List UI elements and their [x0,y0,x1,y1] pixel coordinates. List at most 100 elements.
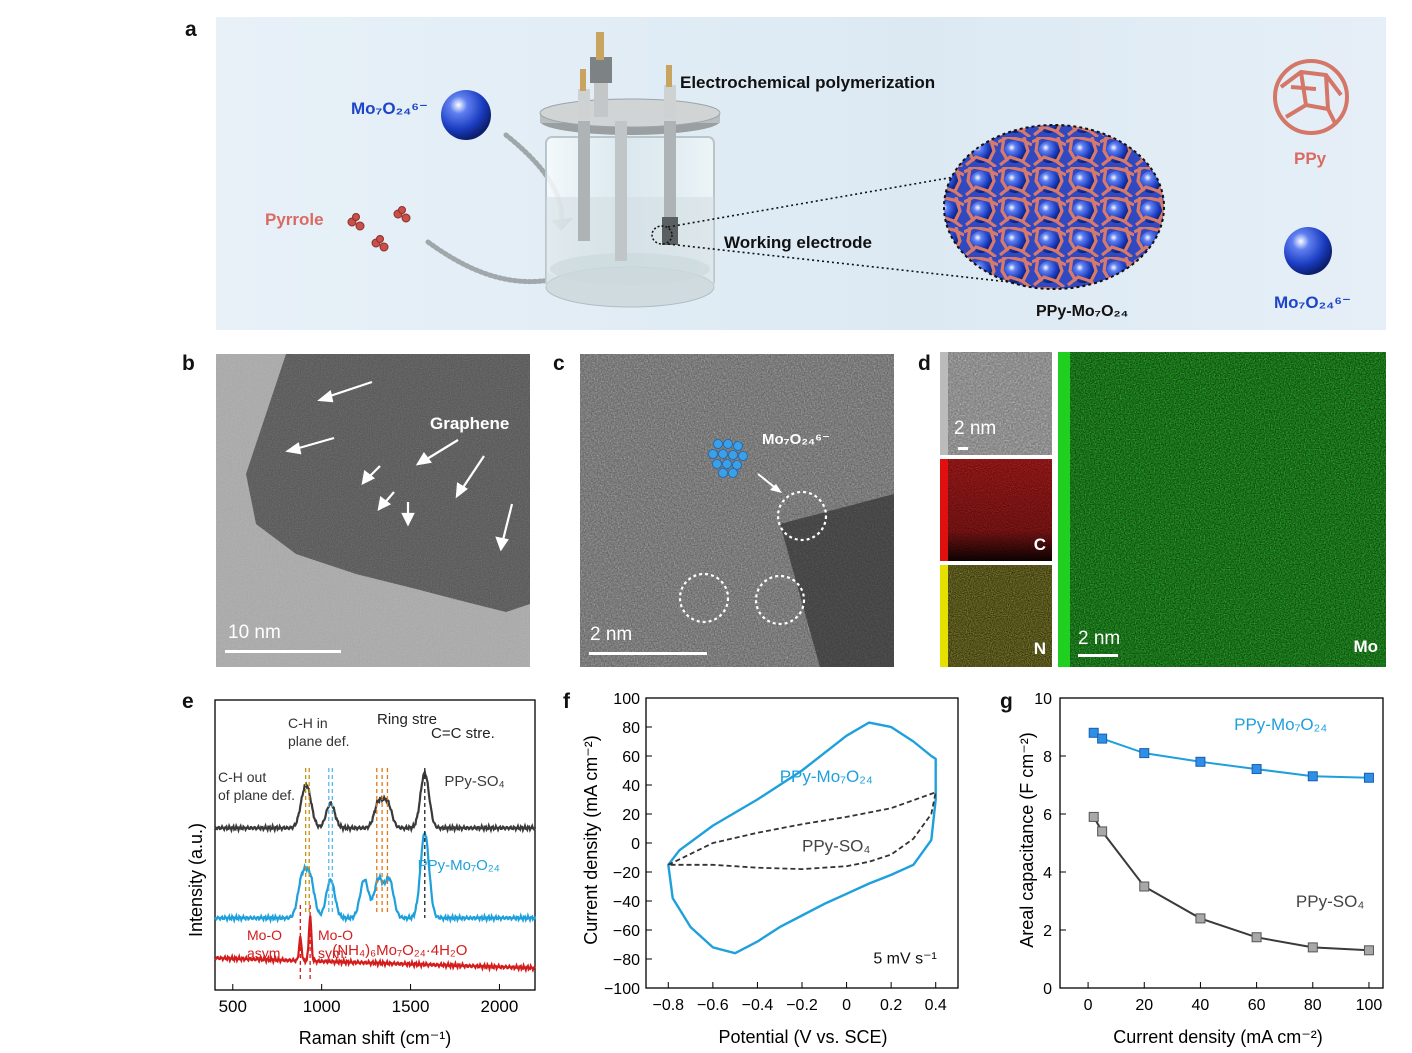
ppy-cage-icon [1273,59,1349,135]
raman-annotation: of plane def. [218,787,295,803]
cv-y-tick-label: −100 [604,981,640,998]
capacitance-y-tick-label: 6 [1043,807,1052,824]
capacitance-data-point [1307,771,1318,782]
raman-annotation: asym. [247,945,284,961]
cv-y-axis-label: Current density (mA cm⁻²) [581,735,601,945]
panel-label-f: f [563,690,570,713]
process-label: Electrochemical polymerization [680,73,936,92]
composite-label: PPy-Mo₇O₂₄ [1036,303,1129,320]
cv-y-tick-label: 100 [613,691,640,708]
cv-scan-rate-annotation: 5 mV s⁻¹ [873,950,937,967]
cv-x-tick-label: 0.4 [925,997,947,1014]
panel-label-b: b [182,352,195,375]
nitrogen-label: N [1033,639,1046,658]
cv-x-tick-label: −0.4 [742,997,774,1014]
cv-x-tick-label: −0.8 [652,997,684,1014]
capacitance-series-label: PPy-SO₄ [1296,892,1364,911]
capacitance-data-point [1195,756,1206,767]
capacitance-series-label: PPy-Mo₇O₂₄ [1234,715,1327,734]
capacitance-data-point [1088,727,1099,738]
capacitance-data-point [1097,826,1108,837]
capacitance-y-tick-label: 0 [1043,981,1052,998]
mo-legend-label: Mo₇O₂₄⁶⁻ [1274,293,1352,312]
raman-series-label: (NH₄)₆Mo₇O₂₄·4H₂O [332,942,467,959]
scale-bar-d-mo [1078,654,1118,657]
zoom-line [667,176,955,228]
capacitance-x-tick-label: 20 [1135,997,1153,1014]
raman-x-tick-label: 1000 [303,997,341,1016]
panel-label-c: c [553,352,565,375]
pyrrole-molecules-icon [347,206,411,252]
raman-annotation: C-H in [288,715,328,731]
raman-annotation: sym. [318,945,348,961]
cv-y-tick-label: −40 [613,894,640,911]
cv-y-tick-label: −80 [613,952,640,969]
cv-y-tick-label: 0 [631,836,640,853]
scale-bar-label-d-mo: 2 nm [1078,628,1121,649]
carbon-label: C [1033,535,1046,554]
capacitance-y-tick-label: 10 [1034,691,1052,708]
mo-legend-sphere-icon [1284,227,1332,275]
cluster-circle [678,572,730,624]
raman-annotation: Ring stre [377,711,437,728]
capacitance-x-tick-label: 60 [1248,997,1266,1014]
scale-bar-d-haadf [958,447,968,450]
ppy-mo-composite-icon [943,124,1165,290]
pointer-arrow-head [770,484,782,493]
cluster-circle [754,574,806,626]
scale-bar-label-b: 10 nm [228,622,281,643]
capacitance-data-point [1097,733,1108,744]
cv-y-tick-label: −20 [613,865,640,882]
carbon-eds-map: C [940,459,1052,561]
ppy-legend-label: PPy [1294,149,1327,168]
raman-series-label: PPy-Mo₇O₂₄ [418,857,500,874]
tem-image-graphene: Graphene 10 nm [216,354,530,667]
raman-annotation: C-H out [218,769,266,785]
haadf-small-map: 2 nm [940,352,1052,455]
capacitance-y-tick-label: 4 [1043,865,1052,882]
capacitance-series-line [1092,816,1370,952]
molybdenum-label: Mo [1353,637,1378,656]
mo-anion-label: Mo₇O₂₄⁶⁻ [351,99,429,118]
molybdenum-eds-map: 2 nm Mo [1058,352,1386,667]
capacitance-data-point [1363,945,1374,956]
raman-y-axis-label: Intensity (a.u.) [186,823,206,937]
cv-y-tick-label: 20 [622,807,640,824]
scale-bar-label-d-haadf: 2 nm [954,418,997,439]
capacitance-data-point [1307,942,1318,953]
cluster-circle [776,490,828,542]
raman-series-line [214,769,537,834]
working-electrode-label: Working electrode [724,233,872,252]
cv-y-tick-label: −60 [613,923,640,940]
raman-series-label: PPy-SO₄ [444,773,504,790]
cv-x-tick-label: −0.2 [786,997,818,1014]
cv-y-tick-label: 80 [622,720,640,737]
capacitance-x-tick-label: 80 [1304,997,1322,1014]
zoom-circle [651,225,673,245]
capacitance-y-tick-label: 8 [1043,749,1052,766]
raman-annotation: C=C stre. [431,725,495,742]
raman-plot-frame [214,699,536,991]
cv-curves-chart: Current density (mA cm⁻²) Potential (V v… [581,691,959,1047]
panel-label-e: e [182,690,194,713]
cv-series-label: PPy-SO₄ [802,837,870,856]
flow-arrows-icon [425,132,565,285]
raman-series-line [214,915,536,974]
nitrogen-eds-map: N [940,565,1052,667]
raman-annotation: plane def. [288,733,350,749]
capacitance-data-point [1195,913,1206,924]
capacitance-x-tick-label: 0 [1084,997,1093,1014]
capacitance-y-axis-label: Areal capacitance (F cm⁻²) [1017,732,1037,948]
cv-x-tick-label: 0 [842,997,851,1014]
scale-bar-c [589,652,707,655]
capacitance-y-tick-label: 2 [1043,923,1052,940]
capacitance-x-axis-label: Current density (mA cm⁻²) [1113,1027,1323,1047]
raman-x-tick-label: 2000 [481,997,519,1016]
capacitance-data-point [1251,764,1262,775]
pyrrole-label: Pyrrole [265,210,324,229]
cv-curve [667,791,937,870]
mo-cluster-model-icon [708,439,748,478]
capacitance-data-point [1139,748,1150,759]
graphene-annotation: Graphene [430,414,510,433]
capacitance-data-point [1139,881,1150,892]
